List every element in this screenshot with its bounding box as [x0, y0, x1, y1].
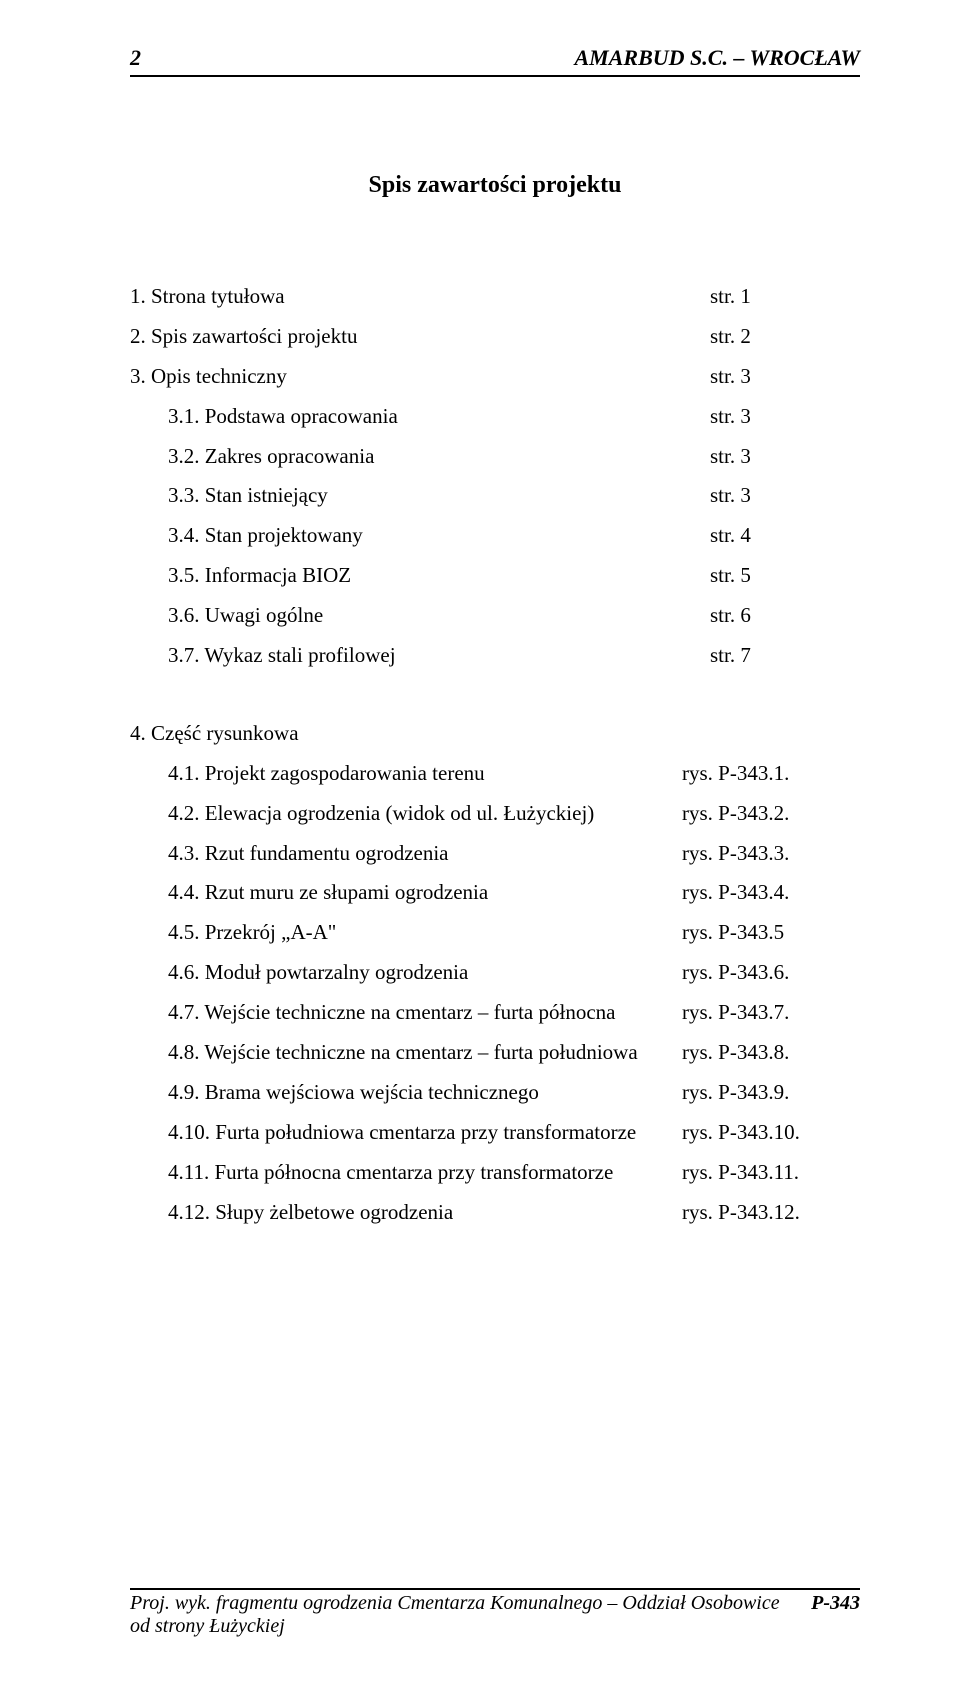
toc-label: 4.2. Elewacja ogrodzenia (widok od ul. Ł… [168, 794, 682, 834]
toc-page: rys. P-343.4. [682, 873, 860, 913]
toc-label: 4.5. Przekrój „A-A" [168, 913, 682, 953]
toc-row: 4.11. Furta północna cmentarza przy tran… [130, 1153, 860, 1193]
toc-page: rys. P-343.5 [682, 913, 860, 953]
toc-page: rys. P-343.11. [682, 1153, 860, 1193]
toc-page: rys. P-343.8. [682, 1033, 860, 1073]
toc-row: 4.10. Furta południowa cmentarza przy tr… [130, 1113, 860, 1153]
footer-row: Proj. wyk. fragmentu ogrodzenia Cmentarz… [130, 1592, 860, 1638]
footer-rule [130, 1588, 860, 1590]
toc-label: 4.1. Projekt zagospodarowania terenu [168, 754, 682, 794]
toc-label: 4.9. Brama wejściowa wejścia techniczneg… [168, 1073, 682, 1113]
toc-row: 4.3. Rzut fundamentu ogrodzenia rys. P-3… [130, 834, 860, 874]
toc-page: rys. P-343.12. [682, 1193, 860, 1233]
toc-row: 1. Strona tytułowa str. 1 [130, 277, 860, 317]
toc-row: 4.4. Rzut muru ze słupami ogrodzenia rys… [130, 873, 860, 913]
toc-page: str. 3 [710, 397, 860, 437]
toc-page: str. 3 [710, 437, 860, 477]
toc-page: str. 3 [710, 357, 860, 397]
section-gap [130, 676, 860, 714]
toc-row: 4.5. Przekrój „A-A" rys. P-343.5 [130, 913, 860, 953]
toc-page: str. 6 [710, 596, 860, 636]
toc-row: 4.6. Moduł powtarzalny ogrodzenia rys. P… [130, 953, 860, 993]
toc-row: 4. Część rysunkowa [130, 714, 860, 754]
toc-row: 3.4. Stan projektowany str. 4 [130, 516, 860, 556]
page-number: 2 [130, 45, 150, 71]
toc-page: str. 3 [710, 476, 860, 516]
toc-label: 4.3. Rzut fundamentu ogrodzenia [168, 834, 682, 874]
toc-page: rys. P-343.9. [682, 1073, 860, 1113]
toc-page: rys. P-343.2. [682, 794, 860, 834]
toc-label: 4. Część rysunkowa [130, 714, 682, 754]
page-header: 2 AMARBUD S.C. – WROCŁAW [130, 45, 860, 71]
toc-page: rys. P-343.10. [682, 1113, 860, 1153]
toc-label: 4.4. Rzut muru ze słupami ogrodzenia [168, 873, 682, 913]
toc-row: 3.1. Podstawa opracowania str. 3 [130, 397, 860, 437]
toc-label: 3.6. Uwagi ogólne [168, 596, 710, 636]
toc-page: rys. P-343.3. [682, 834, 860, 874]
toc-row: 3. Opis techniczny str. 3 [130, 357, 860, 397]
document-page: 2 AMARBUD S.C. – WROCŁAW Spis zawartości… [0, 0, 960, 1696]
toc-row: 4.1. Projekt zagospodarowania terenu rys… [130, 754, 860, 794]
toc-section-1: 1. Strona tytułowa str. 1 2. Spis zawart… [130, 277, 860, 676]
toc-row: 3.5. Informacja BIOZ str. 5 [130, 556, 860, 596]
toc-page [682, 714, 860, 754]
page-footer: Proj. wyk. fragmentu ogrodzenia Cmentarz… [130, 1588, 860, 1638]
footer-text: Proj. wyk. fragmentu ogrodzenia Cmentarz… [130, 1592, 801, 1638]
toc-section-2: 4. Część rysunkowa 4.1. Projekt zagospod… [130, 714, 860, 1233]
toc-page: rys. P-343.7. [682, 993, 860, 1033]
toc-label: 3.7. Wykaz stali profilowej [168, 636, 710, 676]
toc-row: 4.7. Wejście techniczne na cmentarz – fu… [130, 993, 860, 1033]
toc-label: 3.4. Stan projektowany [168, 516, 710, 556]
toc-label: 1. Strona tytułowa [130, 277, 710, 317]
toc-row: 3.7. Wykaz stali profilowej str. 7 [130, 636, 860, 676]
toc-page: rys. P-343.1. [682, 754, 860, 794]
toc-row: 3.2. Zakres opracowania str. 3 [130, 437, 860, 477]
toc-label: 3.2. Zakres opracowania [168, 437, 710, 477]
footer-code: P-343 [801, 1592, 860, 1638]
toc-label: 4.7. Wejście techniczne na cmentarz – fu… [168, 993, 682, 1033]
document-title: Spis zawartości projektu [130, 172, 860, 199]
toc-label: 4.12. Słupy żelbetowe ogrodzenia [168, 1193, 682, 1233]
toc-row: 3.6. Uwagi ogólne str. 6 [130, 596, 860, 636]
toc-row: 4.2. Elewacja ogrodzenia (widok od ul. Ł… [130, 794, 860, 834]
toc-label: 3.1. Podstawa opracowania [168, 397, 710, 437]
toc-page: str. 4 [710, 516, 860, 556]
toc-page: str. 2 [710, 317, 860, 357]
toc-page: str. 5 [710, 556, 860, 596]
toc-label: 3.5. Informacja BIOZ [168, 556, 710, 596]
toc-label: 3. Opis techniczny [130, 357, 710, 397]
company-name: AMARBUD S.C. – WROCŁAW [150, 45, 860, 71]
toc-row: 2. Spis zawartości projektu str. 2 [130, 317, 860, 357]
toc-page: str. 1 [710, 277, 860, 317]
header-rule [130, 75, 860, 77]
toc-label: 3.3. Stan istniejący [168, 476, 710, 516]
toc-row: 3.3. Stan istniejący str. 3 [130, 476, 860, 516]
toc-label: 4.10. Furta południowa cmentarza przy tr… [168, 1113, 682, 1153]
toc-row: 4.8. Wejście techniczne na cmentarz – fu… [130, 1033, 860, 1073]
toc-label: 4.11. Furta północna cmentarza przy tran… [168, 1153, 682, 1193]
toc-page: str. 7 [710, 636, 860, 676]
toc-row: 4.12. Słupy żelbetowe ogrodzenia rys. P-… [130, 1193, 860, 1233]
toc-label: 4.8. Wejście techniczne na cmentarz – fu… [168, 1033, 682, 1073]
toc-label: 4.6. Moduł powtarzalny ogrodzenia [168, 953, 682, 993]
toc-label: 2. Spis zawartości projektu [130, 317, 710, 357]
toc-row: 4.9. Brama wejściowa wejścia techniczneg… [130, 1073, 860, 1113]
toc-page: rys. P-343.6. [682, 953, 860, 993]
